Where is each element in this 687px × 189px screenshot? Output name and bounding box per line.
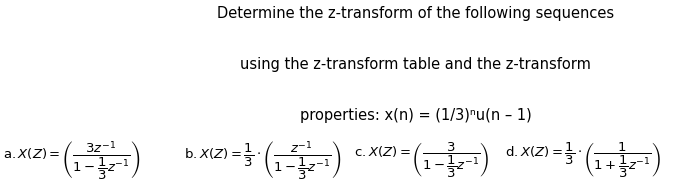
Text: $\mathregular{c.}X(Z)=\left(\dfrac{3}{1-\dfrac{1}{3}z^{-1}}\right)$: $\mathregular{c.}X(Z)=\left(\dfrac{3}{1-… — [354, 141, 490, 180]
Text: $\mathregular{a.}X(Z)=\left(\dfrac{3z^{-1}}{1-\dfrac{1}{3}z^{-1}}\right)$: $\mathregular{a.}X(Z)=\left(\dfrac{3z^{-… — [3, 139, 141, 182]
Text: properties: x(n) = (1/3)ⁿu(n – 1): properties: x(n) = (1/3)ⁿu(n – 1) — [300, 108, 532, 123]
Text: $\mathregular{d.}X(Z)=\dfrac{1}{3}\cdot\left(\dfrac{1}{1+\dfrac{1}{3}z^{-1}}\rig: $\mathregular{d.}X(Z)=\dfrac{1}{3}\cdot\… — [505, 141, 662, 180]
Text: $\mathregular{b.}X(Z)=\dfrac{1}{3}\cdot\left(\dfrac{z^{-1}}{1-\dfrac{1}{3}z^{-1}: $\mathregular{b.}X(Z)=\dfrac{1}{3}\cdot\… — [184, 139, 341, 182]
Text: Determine the z-transform of the following sequences: Determine the z-transform of the followi… — [217, 6, 614, 21]
Text: using the z-transform table and the z-transform: using the z-transform table and the z-tr… — [240, 57, 591, 72]
